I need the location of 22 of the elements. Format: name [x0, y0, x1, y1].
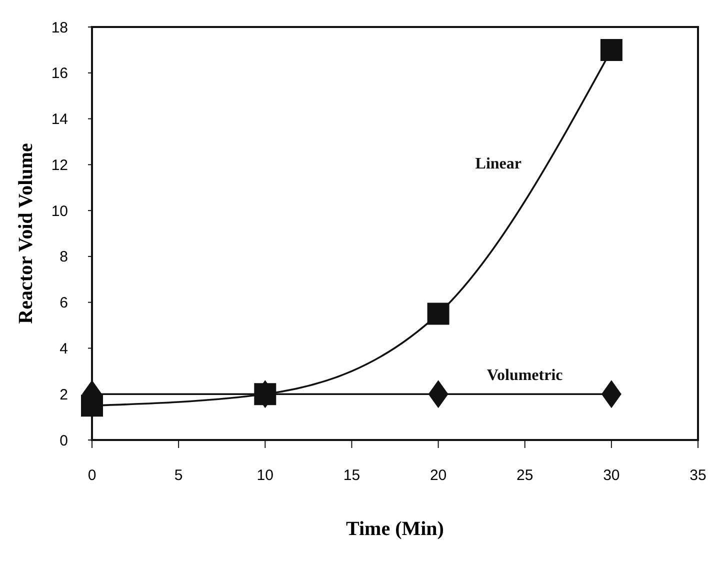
y-tick-label: 0	[60, 432, 68, 450]
y-tick-label: 2	[60, 386, 68, 404]
x-tick-label: 5	[174, 467, 183, 484]
y-tick-label: 10	[51, 202, 68, 220]
series-label: Linear	[475, 156, 522, 173]
y-tick-label: 14	[51, 111, 68, 128]
y-tick-label: 16	[51, 65, 68, 82]
x-tick-label: 0	[88, 467, 96, 484]
x-tick-label: 25	[516, 467, 534, 484]
x-tick-label: 10	[256, 467, 274, 484]
y-tick-label: 8	[60, 248, 68, 266]
y-tick-label: 18	[51, 19, 68, 36]
x-tick-label: 20	[430, 467, 447, 484]
x-tick-label: 30	[603, 467, 620, 484]
x-tick-label: 35	[690, 467, 706, 484]
y-tick-label: 4	[60, 340, 68, 358]
series-label: Volumetric	[486, 367, 563, 384]
y-tick-label: 12	[51, 156, 68, 174]
y-tick-label: 6	[60, 294, 68, 312]
x-tick-label: 15	[343, 467, 360, 484]
y-axis-title: Reactor Void Volume	[15, 143, 37, 324]
x-axis-title: Time (Min)	[346, 518, 444, 540]
